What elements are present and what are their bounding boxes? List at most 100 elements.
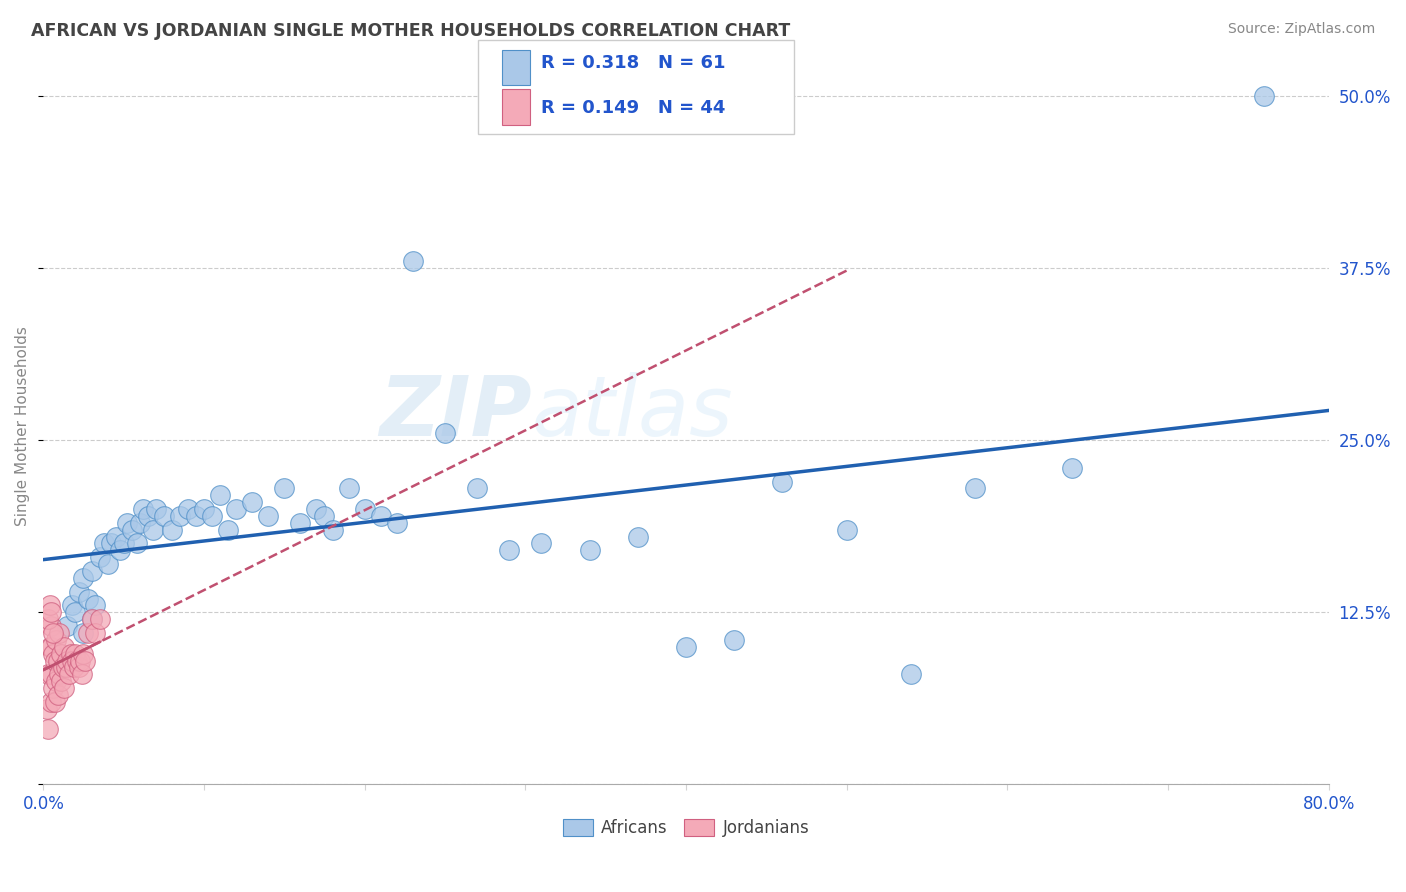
Point	[93, 536, 115, 550]
Point	[112, 536, 135, 550]
Point	[97, 557, 120, 571]
Point	[201, 508, 224, 523]
Point	[69, 653, 91, 667]
Point	[67, 660, 90, 674]
Point	[578, 543, 600, 558]
Point	[58, 667, 80, 681]
Point	[46, 653, 69, 667]
Text: R = 0.149   N = 44: R = 0.149 N = 44	[541, 99, 725, 117]
Point	[41, 640, 63, 654]
Point	[110, 543, 132, 558]
Point	[80, 564, 103, 578]
Point	[45, 632, 67, 647]
Point	[193, 502, 215, 516]
Point	[723, 632, 745, 647]
Point	[41, 667, 63, 681]
Point	[145, 502, 167, 516]
Point	[60, 653, 83, 667]
Point	[142, 523, 165, 537]
Point	[53, 640, 76, 654]
Point	[77, 626, 100, 640]
Point	[44, 695, 66, 709]
Point	[900, 667, 922, 681]
Point	[121, 523, 143, 537]
Point	[153, 508, 176, 523]
Point	[48, 626, 70, 640]
Point	[42, 626, 65, 640]
Point	[55, 660, 77, 674]
Point	[132, 502, 155, 516]
Point	[402, 254, 425, 268]
Point	[627, 530, 650, 544]
Point	[72, 647, 94, 661]
Point	[322, 523, 344, 537]
Point	[353, 502, 375, 516]
Point	[89, 612, 111, 626]
Point	[80, 612, 103, 626]
Point	[41, 695, 63, 709]
Point	[38, 640, 60, 654]
Point	[77, 591, 100, 606]
Point	[83, 599, 105, 613]
Point	[770, 475, 793, 489]
Text: atlas: atlas	[531, 372, 734, 452]
Text: ZIP: ZIP	[380, 372, 531, 452]
Point	[59, 647, 82, 661]
Point	[42, 681, 65, 695]
Point	[136, 508, 159, 523]
Point	[66, 653, 89, 667]
Y-axis label: Single Mother Households: Single Mother Households	[15, 326, 30, 526]
Point	[370, 508, 392, 523]
Point	[41, 619, 63, 633]
Point	[305, 502, 328, 516]
Point	[56, 653, 79, 667]
Point	[46, 688, 69, 702]
Point	[209, 488, 232, 502]
Point	[433, 426, 456, 441]
Text: R = 0.318   N = 61: R = 0.318 N = 61	[541, 54, 725, 72]
Legend: Africans, Jordanians: Africans, Jordanians	[555, 813, 815, 844]
Text: AFRICAN VS JORDANIAN SINGLE MOTHER HOUSEHOLDS CORRELATION CHART: AFRICAN VS JORDANIAN SINGLE MOTHER HOUSE…	[31, 22, 790, 40]
Point	[72, 571, 94, 585]
Point	[115, 516, 138, 530]
Point	[498, 543, 520, 558]
Point	[49, 647, 72, 661]
Point	[160, 523, 183, 537]
Point	[63, 660, 86, 674]
Point	[530, 536, 553, 550]
Point	[60, 599, 83, 613]
Point	[290, 516, 312, 530]
Point	[225, 502, 247, 516]
Point	[125, 536, 148, 550]
Point	[240, 495, 263, 509]
Point	[35, 701, 58, 715]
Text: Source: ZipAtlas.com: Source: ZipAtlas.com	[1227, 22, 1375, 37]
Point	[835, 523, 858, 537]
Point	[217, 523, 239, 537]
Point	[177, 502, 200, 516]
Point	[48, 667, 70, 681]
Point	[49, 674, 72, 689]
Point	[80, 612, 103, 626]
Point	[65, 605, 87, 619]
Point	[257, 508, 280, 523]
Point	[37, 723, 59, 737]
Point	[53, 681, 76, 695]
Point	[128, 516, 150, 530]
Point	[337, 482, 360, 496]
Point	[104, 530, 127, 544]
Point	[83, 626, 105, 640]
Point	[45, 674, 67, 689]
Point	[385, 516, 408, 530]
Point	[37, 612, 59, 626]
Point	[89, 550, 111, 565]
Point	[965, 482, 987, 496]
Point	[184, 508, 207, 523]
Point	[56, 619, 79, 633]
Point	[70, 667, 93, 681]
Point	[1060, 460, 1083, 475]
Point	[44, 653, 66, 667]
Point	[100, 536, 122, 550]
Point	[52, 660, 75, 674]
Point	[67, 584, 90, 599]
